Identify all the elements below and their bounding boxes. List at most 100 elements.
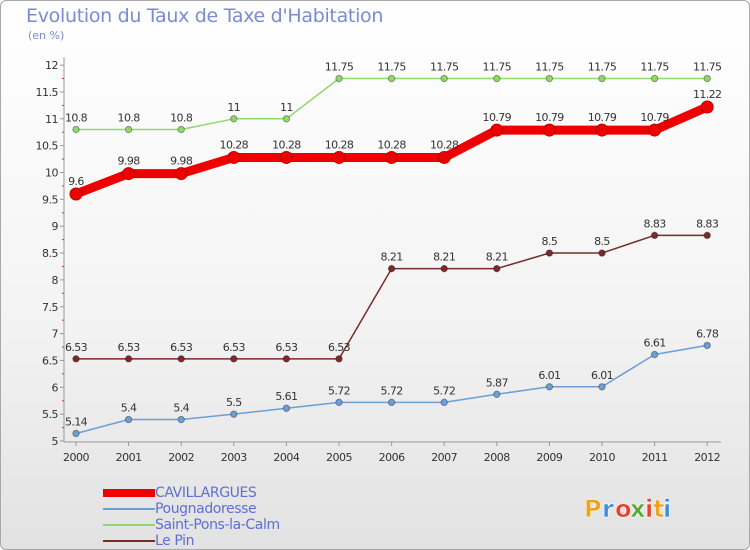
data-point <box>700 100 714 114</box>
data-label: 11.75 <box>588 61 617 74</box>
data-label: 10.79 <box>483 111 512 124</box>
y-tick-label: 6 <box>52 381 59 394</box>
data-label: 10.8 <box>118 112 141 125</box>
y-tick-label: 11 <box>45 113 58 126</box>
data-label: 5.4 <box>173 402 189 415</box>
chart-title: Evolution du Taux de Taxe d'Habitation <box>26 5 384 27</box>
data-point <box>650 74 659 83</box>
data-label: 6.01 <box>538 369 560 382</box>
data-point <box>387 74 396 83</box>
data-label: 11.22 <box>693 88 722 101</box>
data-point <box>440 398 448 407</box>
data-point <box>648 123 662 137</box>
data-label: 10.28 <box>430 138 459 151</box>
data-point <box>230 410 238 418</box>
legend-swatch <box>103 517 155 533</box>
logo-letter: r <box>602 495 614 523</box>
y-tick-label: 11.5 <box>36 86 59 99</box>
legend-item-cavillargues[interactable]: CAVILLARGUES <box>103 485 333 501</box>
data-label: 10.28 <box>272 138 301 151</box>
data-label: 5.72 <box>328 384 350 397</box>
data-point <box>595 123 609 137</box>
legend-item-saint-pons-la-calm[interactable]: Saint-Pons-la-Calm <box>103 517 333 533</box>
data-point <box>122 167 136 181</box>
legend-label: Pougnadoresse <box>155 501 257 517</box>
data-point <box>124 125 133 134</box>
data-label: 5.61 <box>275 390 297 403</box>
data-label: 6.53 <box>223 341 246 354</box>
data-label: 8.5 <box>542 235 558 248</box>
data-point <box>387 398 396 407</box>
data-point <box>437 150 451 164</box>
data-label: 11.75 <box>325 61 354 74</box>
data-label: 10.28 <box>377 138 406 151</box>
data-label: 5.4 <box>121 402 137 415</box>
logo-letter: t <box>653 495 664 523</box>
data-label: 6.78 <box>696 327 719 340</box>
data-point <box>335 355 343 363</box>
data-point <box>124 415 133 424</box>
x-tick-label: 2007 <box>431 451 457 464</box>
data-label: 8.83 <box>644 217 667 230</box>
data-label: 11.75 <box>535 61 564 74</box>
legend-label: Saint-Pons-la-Calm <box>155 517 280 533</box>
data-label: 9.6 <box>68 175 84 188</box>
x-tick-label: 2003 <box>221 451 247 464</box>
data-label: 10.8 <box>65 112 88 125</box>
y-tick-label: 12 <box>45 59 58 72</box>
data-point <box>440 264 448 273</box>
y-tick-label: 5 <box>52 435 59 448</box>
data-label: 9.98 <box>170 155 193 168</box>
x-tick-label: 2001 <box>116 451 142 464</box>
data-point <box>177 355 185 363</box>
x-tick-label: 2000 <box>63 451 89 464</box>
data-label: 6.53 <box>170 341 193 354</box>
x-tick-label: 2012 <box>694 451 720 464</box>
data-point <box>227 150 241 164</box>
data-label: 5.72 <box>381 384 403 397</box>
data-label: 10.79 <box>640 111 669 124</box>
y-tick-label: 7 <box>52 328 59 341</box>
data-label: 6.61 <box>644 337 666 350</box>
x-tick-label: 2004 <box>273 451 299 464</box>
x-tick-label: 2011 <box>642 451 668 464</box>
data-point <box>335 74 343 83</box>
data-label: 9.98 <box>118 155 141 168</box>
y-tick-label: 8 <box>52 274 59 287</box>
data-point <box>598 383 606 391</box>
y-tick-label: 8.5 <box>42 247 58 260</box>
data-point <box>703 341 711 350</box>
data-point <box>332 150 346 164</box>
legend-item-pougnadoresse[interactable]: Pougnadoresse <box>103 501 333 517</box>
x-tick-label: 2002 <box>168 451 194 464</box>
data-point <box>650 350 659 359</box>
y-tick-label: 5.5 <box>42 408 58 421</box>
legend-item-le-pin[interactable]: Le Pin <box>103 533 333 549</box>
y-tick-label: 10.5 <box>36 140 59 153</box>
logo-letter: o <box>615 495 632 523</box>
data-point <box>440 74 448 83</box>
legend-swatch <box>103 533 155 549</box>
data-label: 10.79 <box>535 111 564 124</box>
data-label: 8.21 <box>486 251 508 264</box>
data-label: 8.21 <box>381 251 403 264</box>
data-label: 10.28 <box>220 138 249 151</box>
y-tick-label: 6.5 <box>42 354 58 367</box>
data-point <box>335 398 343 407</box>
x-tick-label: 2009 <box>536 451 562 464</box>
x-tick-label: 2008 <box>484 451 510 464</box>
y-tick-label: 10 <box>45 167 58 180</box>
data-label: 10.79 <box>588 111 617 124</box>
data-point <box>177 125 185 134</box>
data-label: 11.75 <box>377 61 406 74</box>
data-label: 6.53 <box>328 341 351 354</box>
x-tick-label: 2010 <box>589 451 615 464</box>
legend-swatch <box>103 501 155 517</box>
data-point <box>282 355 291 363</box>
data-label: 11.75 <box>693 61 722 74</box>
data-label: 5.72 <box>433 384 455 397</box>
data-label: 8.5 <box>594 235 610 248</box>
data-point <box>490 123 504 137</box>
